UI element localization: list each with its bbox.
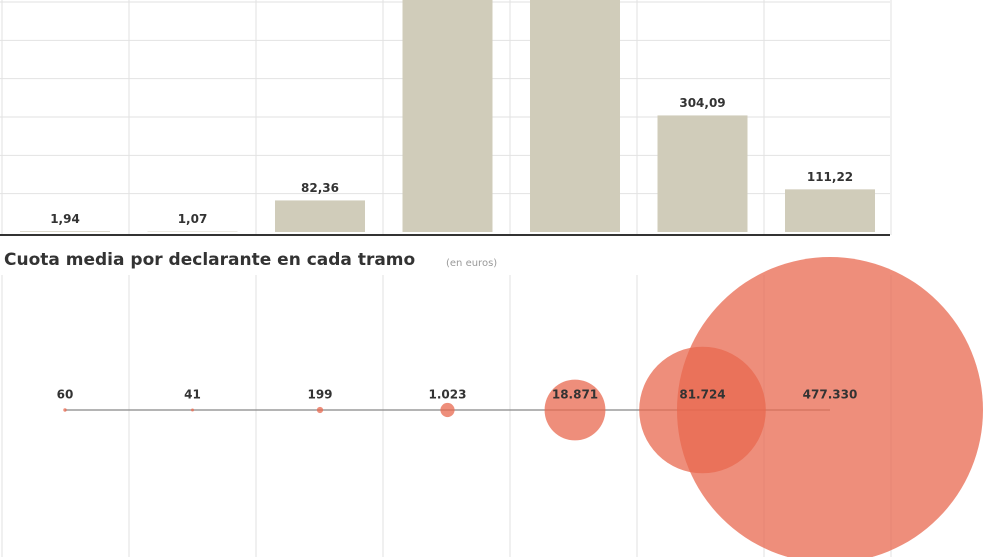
bubble-value-label: 477.330: [803, 388, 858, 402]
bubble: [677, 257, 983, 557]
bar-value-label: 304,09: [679, 96, 725, 110]
bubble: [63, 408, 67, 412]
bubble: [440, 402, 455, 418]
bar-value-label: 82,36: [301, 181, 339, 195]
bubble-value-label: 60: [57, 388, 74, 402]
bubble-value-label: 81.724: [679, 388, 725, 402]
bubble-value-label: 18.871: [552, 388, 598, 402]
bar-value-label: 1,94: [50, 212, 80, 226]
bar-value-label: 111,22: [807, 170, 853, 184]
bubble: [316, 406, 324, 414]
bar: [402, 0, 493, 233]
bar: [275, 200, 365, 232]
bar: [657, 115, 748, 232]
bubble-value-label: 199: [307, 388, 332, 402]
chart-subtitle: (en euros): [446, 258, 497, 269]
bubble-value-label: 1.023: [429, 388, 467, 402]
bar: [20, 231, 110, 232]
bar: [785, 189, 875, 232]
bar: [530, 0, 620, 233]
bar-value-label: 1,07: [178, 212, 208, 226]
bubble-value-label: 41: [184, 388, 201, 402]
bubble: [191, 408, 194, 412]
chart-title: Cuota media por declarante en cada tramo: [4, 250, 415, 270]
bubble: [544, 379, 606, 441]
